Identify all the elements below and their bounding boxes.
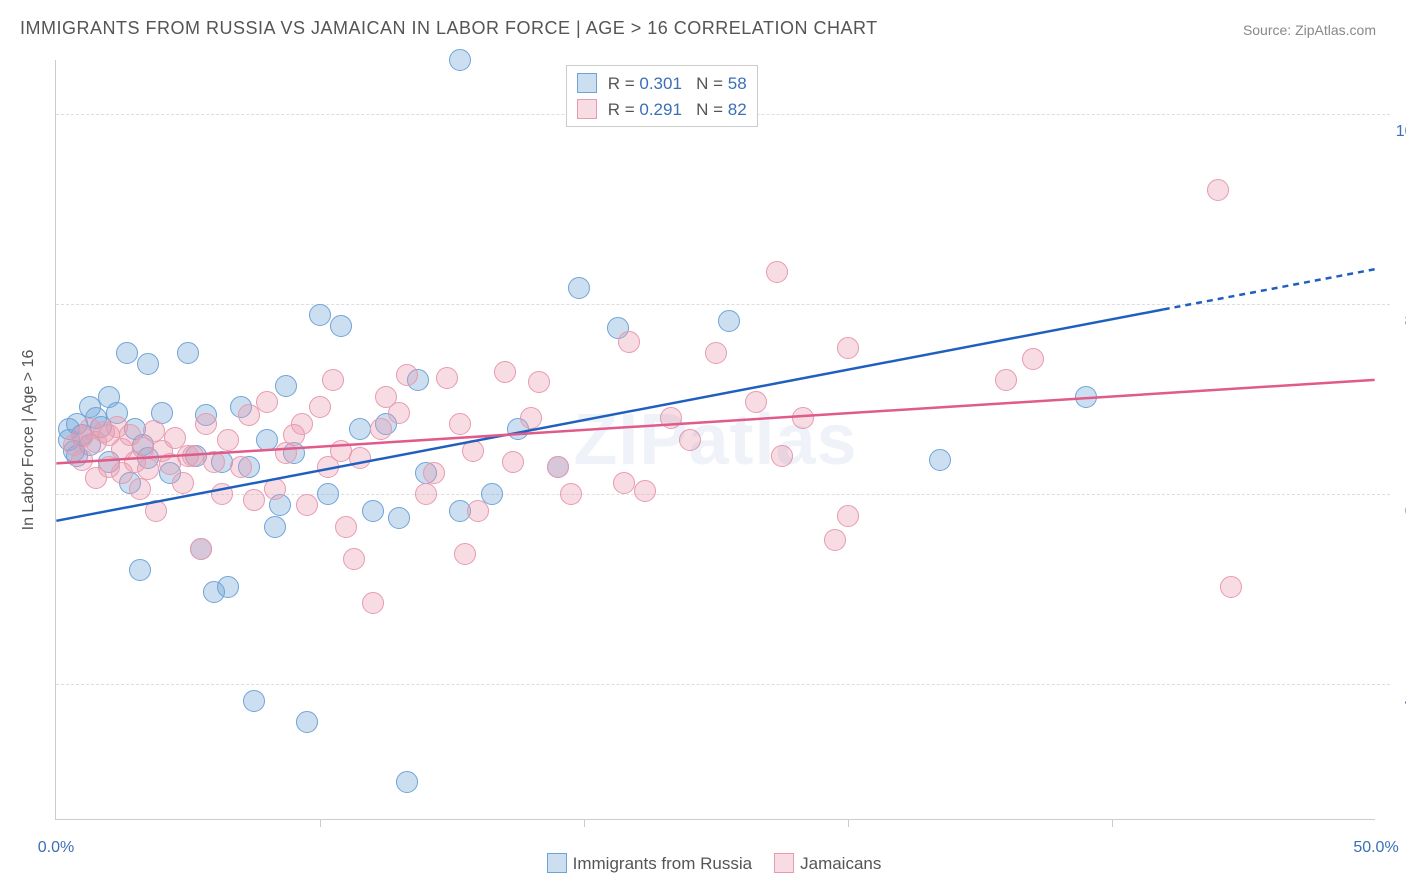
stat-r-russia: 0.301	[639, 74, 682, 93]
stat-n-russia: 58	[728, 74, 747, 93]
y-tick-label: 100.0%	[1390, 123, 1406, 141]
trend-line-jamaica	[56, 380, 1374, 463]
legend-swatch-jamaica	[774, 853, 794, 873]
x-tick-mark	[320, 819, 321, 827]
x-tick-mark	[848, 819, 849, 827]
x-tick-mark	[1112, 819, 1113, 827]
y-tick-label: 65.0%	[1390, 503, 1406, 521]
y-tick-label: 82.5%	[1390, 313, 1406, 331]
stats-row-russia: R = 0.301 N = 58	[577, 71, 747, 97]
chart-title: IMMIGRANTS FROM RUSSIA VS JAMAICAN IN LA…	[20, 18, 878, 38]
legend-label-russia: Immigrants from Russia	[573, 854, 752, 873]
chart-plot-area: 47.5%65.0%82.5%100.0%0.0%50.0% ZIPatlas …	[55, 60, 1375, 820]
y-tick-label: 47.5%	[1390, 693, 1406, 711]
stats-legend-box: R = 0.301 N = 58 R = 0.291 N = 82	[566, 65, 758, 127]
trend-lines	[56, 60, 1375, 819]
legend-swatch-russia	[547, 853, 567, 873]
source-label: Source: ZipAtlas.com	[1243, 22, 1376, 38]
stat-n-jamaica: 82	[728, 100, 747, 119]
legend-label-jamaica: Jamaicans	[800, 854, 881, 873]
stats-row-jamaica: R = 0.291 N = 82	[577, 97, 747, 123]
swatch-russia	[577, 73, 597, 93]
y-axis-label: In Labor Force | Age > 16	[20, 350, 38, 531]
series-legend: Immigrants from Russia Jamaicans	[0, 853, 1406, 874]
trend-line-russia	[56, 309, 1163, 520]
swatch-jamaica	[577, 99, 597, 119]
stat-r-jamaica: 0.291	[639, 100, 682, 119]
x-tick-mark	[584, 819, 585, 827]
trend-line-russia	[1164, 269, 1375, 309]
